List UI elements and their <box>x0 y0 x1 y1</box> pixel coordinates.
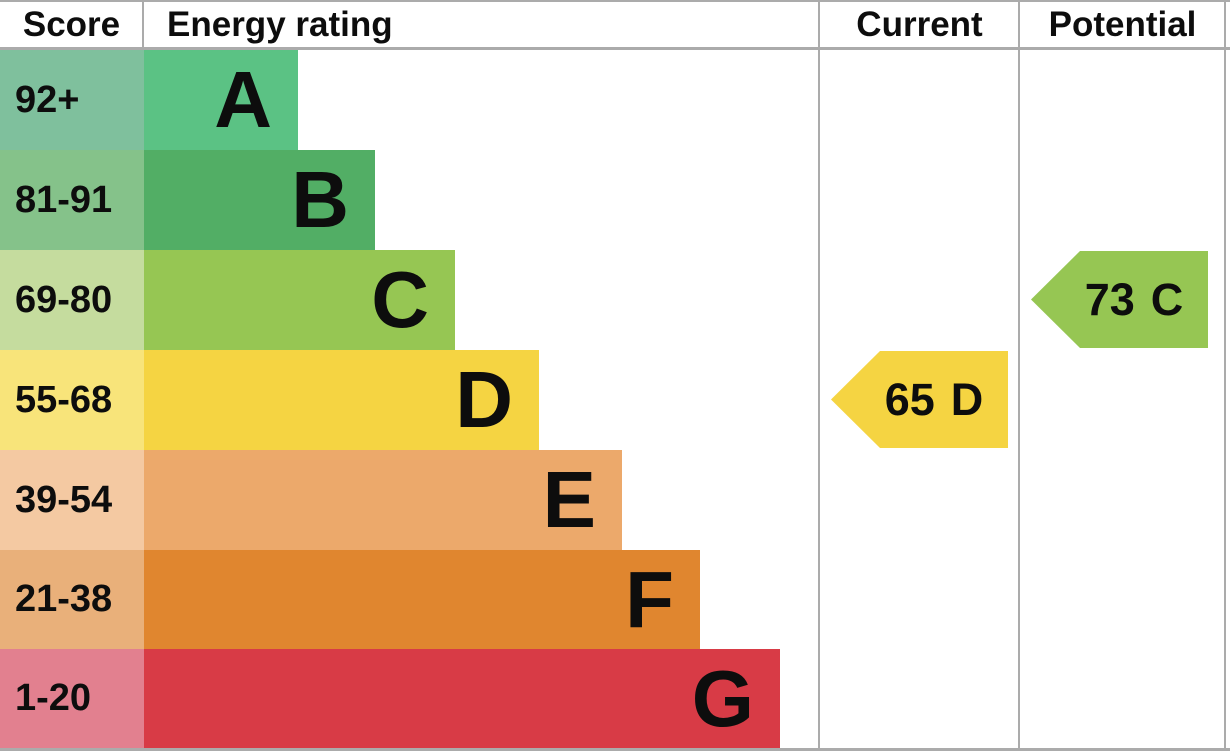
potential-rating-value: 73 <box>1084 274 1135 325</box>
score-range-label-f: 21-38 <box>15 578 113 620</box>
current-rating-band: D <box>950 374 984 425</box>
score-range-label-b: 81-91 <box>15 178 113 221</box>
band-row-e: 39-54 E <box>0 450 820 550</box>
score-column-divider <box>142 2 144 47</box>
score-cell-f: 21-38 <box>0 550 144 649</box>
score-range-label-g: 1-20 <box>15 677 92 719</box>
score-cell-b: 81-91 <box>0 150 144 250</box>
current-rating-value: 65 <box>884 374 935 425</box>
potential-rating-arrow: 73 C <box>1031 251 1208 348</box>
rating-bar-b: B <box>144 150 375 250</box>
score-cell-g: 1-20 <box>0 649 144 748</box>
top-border <box>0 0 1230 2</box>
score-cell-a: 92+ <box>0 50 144 150</box>
potential-rating-band: C <box>1150 274 1184 325</box>
band-letter-c: C <box>371 255 429 344</box>
band-row-d: 55-68 D <box>0 350 820 450</box>
header-current-label: Current <box>856 5 983 44</box>
current-rating-arrow: 65 D <box>831 351 1008 448</box>
band-row-f: 21-38 F <box>0 550 820 649</box>
rating-bar-a: A <box>144 50 298 150</box>
band-letter-g: G <box>691 653 754 743</box>
header-score-label: Score <box>22 5 121 44</box>
band-row-a: 92+ A <box>0 50 820 150</box>
band-letter-d: D <box>455 355 513 444</box>
band-letter-a: A <box>214 55 272 144</box>
score-cell-c: 69-80 <box>0 250 144 350</box>
current-column-divider <box>818 2 820 748</box>
potential-column-divider <box>1018 2 1020 748</box>
score-range-label-d: 55-68 <box>15 378 113 421</box>
score-range-label-c: 69-80 <box>15 278 113 321</box>
header-underline <box>0 47 1230 50</box>
score-cell-d: 55-68 <box>0 350 144 450</box>
score-cell-e: 39-54 <box>0 450 144 550</box>
band-letter-f: F <box>625 554 674 644</box>
rating-bar-g: G <box>144 649 780 748</box>
header-energy-rating-label: Energy rating <box>167 5 393 44</box>
score-range-label-a: 92+ <box>15 78 80 121</box>
header-potential-label: Potential <box>1048 5 1197 44</box>
band-row-g: 1-20 G <box>0 649 820 748</box>
rating-bar-f: F <box>144 550 700 649</box>
band-letter-b: B <box>291 155 349 244</box>
right-border <box>1224 2 1226 748</box>
band-letter-e: E <box>542 455 596 544</box>
bottom-border <box>0 748 1230 751</box>
band-row-c: 69-80 C <box>0 250 820 350</box>
rating-bar-d: D <box>144 350 539 450</box>
rating-bar-e: E <box>144 450 622 550</box>
score-range-label-e: 39-54 <box>15 478 113 521</box>
band-row-b: 81-91 B <box>0 150 820 250</box>
rating-bar-c: C <box>144 250 455 350</box>
